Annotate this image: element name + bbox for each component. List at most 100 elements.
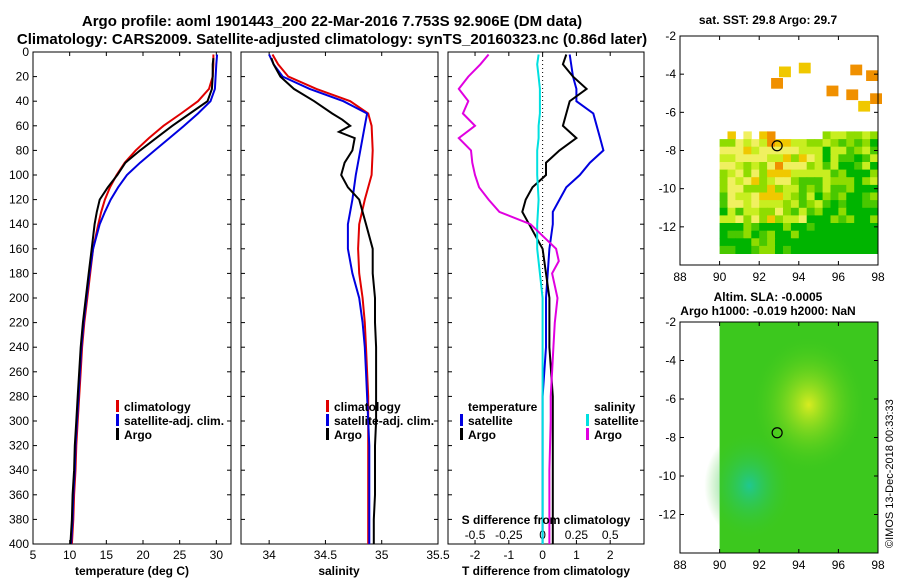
- y-tick-label: -12: [659, 220, 677, 234]
- x-tick-label: 98: [871, 558, 885, 572]
- sst-cell: [790, 238, 800, 247]
- sst-cell: [806, 238, 816, 247]
- sst-cell: [858, 100, 871, 112]
- sst-cell: [854, 215, 863, 224]
- sst-cell: [775, 184, 784, 193]
- legend-swatch-s-argo: [586, 428, 589, 440]
- sst-cell: [838, 207, 847, 216]
- sst-cell: [830, 154, 839, 163]
- legend-swatch-argo: [326, 428, 329, 440]
- sst-cell: [751, 169, 760, 178]
- sst-cell: [743, 131, 752, 140]
- x-tick-label: 92: [753, 558, 767, 572]
- legend-satellite: satellite-adj. clim.: [124, 414, 224, 428]
- y-tick-label: 340: [9, 463, 29, 477]
- difference-panel: -2 -1 0 1 2-0.5 -0.25 0 0.25 0.5: [447, 51, 645, 562]
- legend-swatch-satellite: [116, 414, 119, 426]
- y-tick-label: -6: [665, 105, 676, 119]
- sst-cell: [735, 215, 744, 224]
- x-tick-label: 15: [100, 548, 114, 562]
- sst-cell: [798, 215, 808, 224]
- sst-cell: [826, 85, 839, 97]
- y-tick-label: -2: [665, 29, 676, 43]
- y-tick-label: 380: [9, 512, 29, 526]
- sst-cell: [743, 245, 752, 254]
- y-tick-label: 400: [9, 537, 29, 551]
- title-line-2: Climatology: CARS2009. Satellite-adjuste…: [17, 31, 647, 48]
- sst-cell: [830, 245, 839, 254]
- sst-cell: [822, 169, 831, 178]
- sst-cell: [870, 131, 879, 140]
- sst-cell: [767, 223, 776, 232]
- sst-cell: [735, 200, 744, 209]
- sst-cell: [830, 177, 839, 186]
- sst-cell: [790, 215, 800, 224]
- sst-cell: [838, 223, 847, 232]
- sst-cell: [751, 200, 760, 209]
- x-tick-label: 94: [792, 558, 806, 572]
- sst-cell: [790, 146, 800, 155]
- sst-cell: [783, 177, 792, 186]
- sst-cell: [814, 139, 823, 148]
- sst-cell: [775, 154, 784, 163]
- x-tick-label: 20: [136, 548, 150, 562]
- sst-cell: [798, 238, 808, 247]
- sst-cell: [790, 184, 800, 193]
- sst-cell: [783, 230, 792, 239]
- sst-cell: [846, 162, 855, 171]
- sst-cell: [862, 245, 871, 254]
- sst-cell: [838, 200, 847, 209]
- sst-cell: [719, 245, 728, 254]
- sst-cell: [830, 223, 839, 232]
- sst-map-panel: 88 90 92 94 96 98 -2 -4 -6 -8 -10 -12: [659, 29, 885, 284]
- x-tick-label: 35: [375, 548, 389, 562]
- sst-cell: [790, 192, 800, 201]
- sst-cell: [775, 200, 784, 209]
- sst-cell: [767, 162, 776, 171]
- sst-cell: [854, 169, 863, 178]
- sst-cell: [751, 215, 760, 224]
- sst-cell: [846, 184, 855, 193]
- y-tick-label: -2: [665, 315, 676, 329]
- sst-cell: [854, 131, 863, 140]
- legend-swatch-t-argo: [460, 428, 463, 440]
- sst-cell: [822, 131, 831, 140]
- legend-temperature-title: temperature: [468, 400, 538, 414]
- sst-cell: [830, 139, 839, 148]
- series-s-argo: [457, 53, 560, 544]
- sst-cell: [790, 177, 800, 186]
- sst-cell: [814, 177, 823, 186]
- sst-cell: [727, 177, 736, 186]
- sst-cell: [735, 139, 744, 148]
- sst-cell: [719, 154, 728, 163]
- series-satellite-adj-clim-: [268, 54, 371, 544]
- legend-s-satellite: satellite: [594, 414, 639, 428]
- sst-cell: [727, 200, 736, 209]
- sst-cell: [798, 207, 808, 216]
- sst-cell: [798, 146, 808, 155]
- sst-cell: [838, 139, 847, 148]
- temperature-legend: climatology satellite-adj. clim. Argo: [116, 400, 224, 442]
- sst-cell: [767, 215, 776, 224]
- x-tick-label: 10: [63, 548, 77, 562]
- sst-cell: [838, 238, 847, 247]
- sst-cell: [719, 139, 728, 148]
- sst-cell: [759, 215, 768, 224]
- y-tick-label: 0: [22, 45, 29, 59]
- x-tick-label: 0: [539, 548, 546, 562]
- y-tick-label: 60: [16, 119, 30, 133]
- sst-cell: [838, 215, 847, 224]
- sst-cell: [719, 177, 728, 186]
- sst-cell: [743, 154, 752, 163]
- sst-cell: [751, 207, 760, 216]
- sst-cell: [822, 238, 831, 247]
- sst-cell: [790, 169, 800, 178]
- legend-argo: Argo: [124, 428, 152, 442]
- sst-cell: [854, 184, 863, 193]
- sst-cell: [727, 154, 736, 163]
- series-argo: [69, 57, 215, 545]
- sst-cell: [783, 215, 792, 224]
- sst-cell: [759, 131, 768, 140]
- legend-swatch-climatology: [326, 400, 329, 412]
- sst-cell: [846, 215, 855, 224]
